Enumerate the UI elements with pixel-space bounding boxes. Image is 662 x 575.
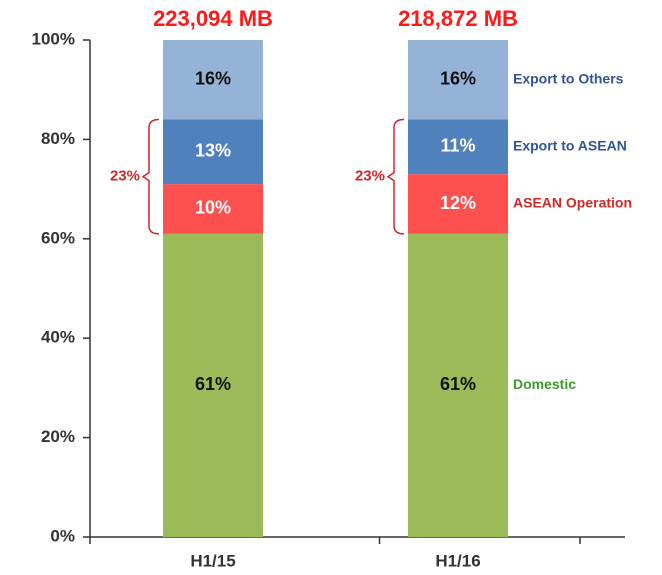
bracket-label: 23% (110, 168, 140, 185)
value-label: 61% (440, 374, 476, 394)
bracket (141, 118, 160, 235)
bar-segment (408, 174, 508, 234)
bar-segment (408, 119, 508, 175)
legend-label: Domestic (513, 376, 576, 392)
bar-segment (163, 40, 263, 120)
bar-segment (163, 119, 263, 185)
value-label: 12% (440, 193, 476, 213)
value-label: 11% (440, 136, 475, 156)
bar-segment (163, 233, 263, 537)
value-label: 16% (195, 69, 231, 89)
bracket (386, 118, 405, 235)
legend-label: Export to Others (513, 70, 624, 86)
legend-label: ASEAN Operation (513, 195, 632, 211)
value-label: 16% (440, 69, 476, 89)
bar-segment (163, 184, 263, 234)
y-tick-label: 20% (41, 427, 75, 446)
x-tick-label: H1/15 (190, 551, 235, 570)
y-tick-label: 0% (50, 526, 75, 545)
value-label: 10% (195, 198, 231, 218)
value-label: 61% (195, 374, 231, 394)
y-tick-label: 40% (41, 328, 75, 347)
x-tick-label: H1/16 (435, 551, 480, 570)
total-label: 223,094 MB (153, 6, 273, 31)
value-label: 13% (195, 141, 231, 161)
bar-segment (408, 40, 508, 120)
y-tick-label: 80% (41, 129, 75, 148)
y-tick-label: 100% (32, 29, 75, 48)
bar-segment (408, 233, 508, 537)
total-label: 218,872 MB (398, 6, 518, 31)
bracket-label: 23% (355, 168, 385, 185)
y-tick-label: 60% (41, 228, 75, 247)
legend-label: Export to ASEAN (513, 138, 627, 154)
